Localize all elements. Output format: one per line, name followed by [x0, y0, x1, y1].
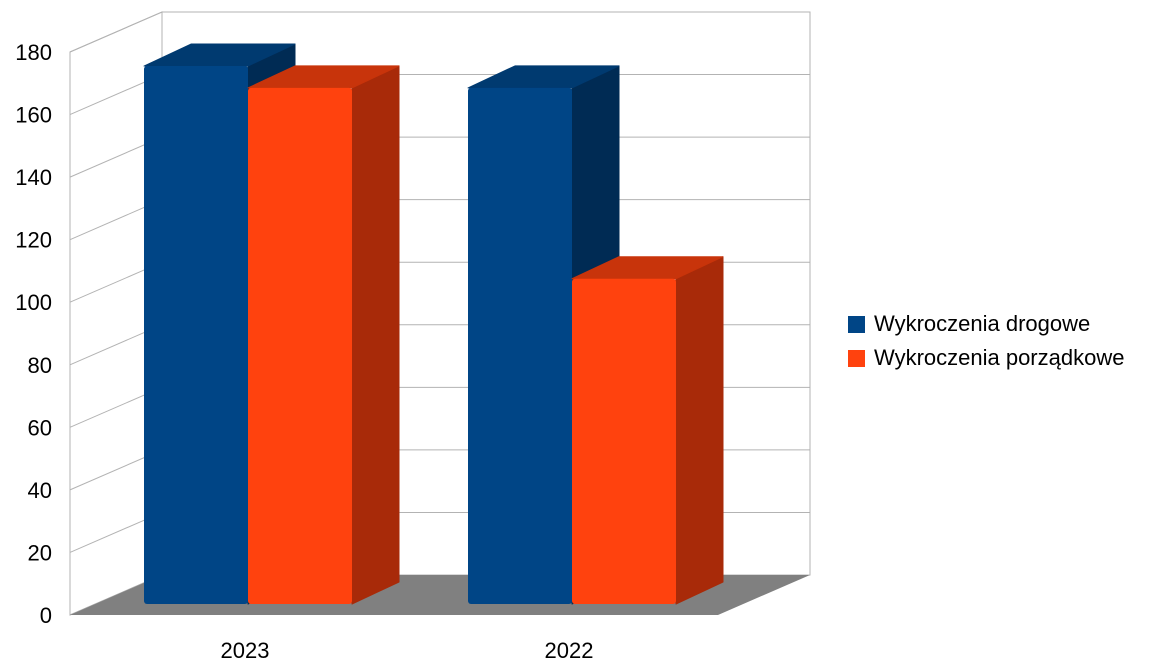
y-tick-label: 140	[15, 165, 52, 190]
y-tick-label: 20	[28, 540, 52, 565]
x-axis-ticks: 2023 2022	[221, 638, 594, 662]
legend-item-series-1: Wykroczenia porządkowe	[848, 341, 1124, 375]
y-tick-label: 120	[15, 228, 52, 253]
legend: Wykroczenia drogowe Wykroczenia porządko…	[848, 307, 1124, 375]
legend-swatch-0	[848, 315, 865, 333]
bar-front-face	[144, 66, 248, 605]
x-tick-label: 2022	[545, 638, 594, 662]
bar-front-face	[468, 87, 572, 604]
y-tick-label: 160	[15, 103, 52, 128]
legend-item-series-0: Wykroczenia drogowe	[848, 307, 1124, 341]
y-tick-label: 0	[40, 603, 52, 628]
gridline	[69, 11, 810, 53]
legend-swatch-1	[848, 349, 865, 367]
bars	[143, 43, 724, 605]
bar-front-face	[572, 278, 676, 604]
bar-2022-series-1	[571, 256, 724, 605]
x-tick-label: 2023	[221, 638, 270, 662]
y-axis-ticks: 0 20 40 60 80 100 120 140 160 180	[15, 40, 52, 628]
legend-label-1: Wykroczenia porządkowe	[874, 345, 1125, 370]
bar-front-face	[248, 87, 352, 604]
y-tick-label: 180	[15, 40, 52, 65]
y-tick-label: 80	[28, 353, 52, 378]
y-tick-label: 100	[15, 290, 52, 315]
legend-label-0: Wykroczenia drogowe	[874, 311, 1091, 336]
y-tick-label: 40	[28, 478, 52, 503]
bar-2023-series-1	[247, 65, 400, 605]
bar-side-face	[675, 256, 724, 605]
y-tick-label: 60	[28, 415, 52, 440]
bar-side-face	[351, 65, 400, 605]
